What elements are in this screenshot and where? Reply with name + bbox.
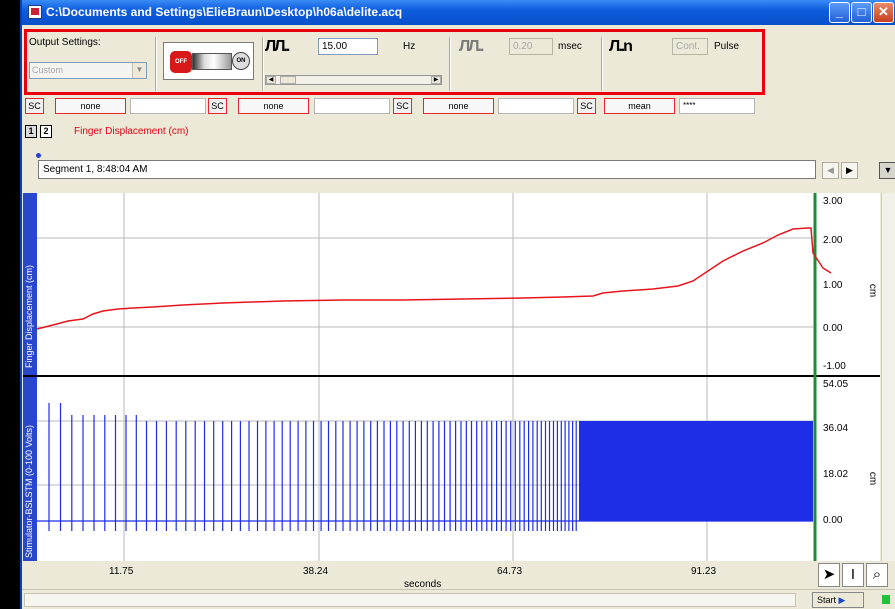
measurement-channel-2[interactable]: SC <box>208 98 227 114</box>
x-tick: 11.75 <box>109 566 134 577</box>
ch1-ytick: -1.00 <box>823 361 846 372</box>
output-settings-panel: Output Settings: Custom ▼ OFF ON ЛЛ.. 15… <box>24 29 765 95</box>
pulse-frequency-icon: ЛЛ.. <box>265 38 290 55</box>
x-tick: 64.73 <box>497 566 523 577</box>
x-tick: 91.23 <box>691 566 717 577</box>
ch2-ytick: 36.04 <box>823 423 849 434</box>
ch1-yunit: cm <box>867 283 879 298</box>
switch-slider <box>192 53 232 70</box>
i-beam-cursor-icon[interactable]: I <box>842 563 864 587</box>
divider <box>155 37 157 91</box>
measurement-channel-3[interactable]: SC <box>393 98 412 114</box>
measurement-function-4[interactable]: mean <box>604 98 675 114</box>
stimulator-dense-block <box>579 421 813 521</box>
close-button[interactable]: ✕ <box>873 2 894 23</box>
measurement-value-2 <box>314 98 390 114</box>
measurement-value-4: **** <box>679 98 755 114</box>
ch1-ytick: 1.00 <box>823 280 843 291</box>
ch2-ytick: 18.02 <box>823 469 849 480</box>
channel-2-strip <box>23 376 37 561</box>
channel-2-button[interactable]: 2 <box>40 125 52 138</box>
play-icon: ▶ <box>838 595 846 605</box>
arrow-pointer-icon[interactable]: ➤ <box>818 563 840 587</box>
ch2-ytick: 0.00 <box>823 515 843 526</box>
ch2-yunit: cm <box>867 471 879 486</box>
channel-2-title: Stimulator-BSLSTM (0-100 Volts) <box>24 424 34 558</box>
title-bar: C:\Documents and Settings\ElieBraun\Desk… <box>22 0 895 25</box>
status-bar: Start ▶ <box>22 589 895 609</box>
segment-label-field[interactable]: Segment 1, 8:48:04 AM <box>38 160 816 179</box>
finger-displacement-trace <box>36 227 832 330</box>
pulse-width-unit: msec <box>558 41 582 52</box>
channel-1-title: Finger Displacement (cm) <box>24 264 34 368</box>
waveform-plot-area[interactable]: . Finge <box>23 193 880 561</box>
app-window: C:\Documents and Settings\ElieBraun\Desk… <box>20 0 895 609</box>
divider <box>449 37 451 91</box>
next-segment-button[interactable]: ▶ <box>841 162 858 179</box>
pulse-count-input[interactable]: Cont. <box>672 38 708 55</box>
selected-channel-label: Finger Displacement (cm) <box>74 126 189 137</box>
measurement-channel-1[interactable]: SC <box>25 98 44 114</box>
channel-1-button[interactable]: 1 <box>25 125 37 138</box>
status-indicator-icon <box>882 595 890 604</box>
minimize-button[interactable]: _ <box>829 2 850 23</box>
stop-icon: OFF <box>170 51 192 73</box>
output-settings-label: Output Settings: <box>29 37 101 48</box>
frequency-slider[interactable]: ◀ ▶ <box>265 75 442 85</box>
measurement-function-1[interactable]: none <box>55 98 126 114</box>
measurement-value-3 <box>498 98 574 114</box>
slider-thumb[interactable] <box>280 76 296 84</box>
zoom-magnifier-icon[interactable]: ⌕ <box>866 563 888 587</box>
x-axis-unit: seconds <box>404 579 442 590</box>
vertical-scrollbar[interactable] <box>881 193 895 561</box>
pulse-count-unit: Pulse <box>714 41 740 52</box>
pulse-width-input[interactable]: 0.20 <box>509 38 553 55</box>
divider <box>601 37 603 91</box>
ch2-ytick: 54.05 <box>823 379 849 390</box>
start-label: Start <box>817 595 837 605</box>
scroll-left-icon[interactable]: ◀ <box>266 76 276 84</box>
left-black-strip <box>0 0 20 609</box>
ch1-ytick: 3.00 <box>823 196 843 207</box>
ch1-ytick: 2.00 <box>823 235 843 246</box>
frequency-input[interactable]: 15.00 <box>318 38 378 55</box>
on-indicator: ON <box>232 52 250 70</box>
horizontal-scrollbar[interactable] <box>24 593 796 607</box>
x-tick: 38.24 <box>303 566 329 577</box>
segment-menu-button[interactable]: ▼ <box>879 162 895 179</box>
chevron-down-icon: ▼ <box>132 63 146 78</box>
pulse-width-icon: ЛЛ.. <box>459 38 484 55</box>
window-title: C:\Documents and Settings\ElieBraun\Desk… <box>46 5 403 19</box>
start-acquisition-button[interactable]: Start ▶ <box>812 592 864 608</box>
stimulator-pulses <box>37 403 813 531</box>
divider <box>262 37 264 91</box>
measurement-function-3[interactable]: none <box>423 98 494 114</box>
app-icon <box>28 5 42 19</box>
measurement-channel-4[interactable]: SC <box>577 98 596 114</box>
ch1-ytick: 0.00 <box>823 323 843 334</box>
measurement-value-1 <box>130 98 206 114</box>
output-on-off-switch[interactable]: OFF ON <box>163 42 254 80</box>
frequency-unit: Hz <box>403 41 416 52</box>
output-preset-select[interactable]: Custom ▼ <box>29 62 147 79</box>
waveform-svg: . <box>23 193 880 561</box>
pulse-count-icon: Л..n <box>609 38 633 55</box>
previous-segment-button[interactable]: ◀ <box>822 162 839 179</box>
measurement-function-2[interactable]: none <box>238 98 309 114</box>
maximize-button[interactable]: □ <box>851 2 872 23</box>
output-preset-value: Custom <box>32 65 64 75</box>
event-marker-icon[interactable] <box>36 153 41 158</box>
scroll-right-icon[interactable]: ▶ <box>431 76 441 84</box>
channel-1-strip <box>23 193 37 376</box>
